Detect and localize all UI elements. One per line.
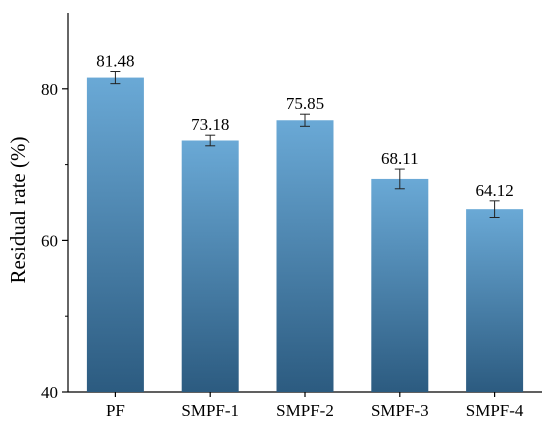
data-label: 75.85 bbox=[286, 94, 324, 113]
data-label: 64.12 bbox=[475, 181, 513, 200]
x-tick-label: SMPF-4 bbox=[466, 401, 524, 420]
y-tick-label: 60 bbox=[41, 231, 58, 250]
x-tick-label: SMPF-1 bbox=[181, 401, 239, 420]
bar bbox=[276, 120, 334, 392]
y-axis-title: Residual rate (%) bbox=[6, 137, 30, 284]
y-tick-label: 40 bbox=[41, 383, 58, 402]
x-tick-label: SMPF-3 bbox=[371, 401, 429, 420]
y-tick-label: 80 bbox=[41, 80, 58, 99]
x-tick-label: PF bbox=[106, 401, 125, 420]
data-label: 68.11 bbox=[381, 149, 419, 168]
bar bbox=[371, 178, 429, 392]
plot-area: 40 60 80 81.48 PF 73.18 SMPF-1 75.85 SMPF-2 68.11… bbox=[41, 13, 542, 420]
data-label: 73.18 bbox=[191, 115, 229, 134]
bar bbox=[466, 209, 524, 392]
bar bbox=[181, 140, 239, 392]
bar bbox=[86, 77, 144, 392]
data-label: 81.48 bbox=[96, 52, 134, 71]
x-tick-label: SMPF-2 bbox=[276, 401, 334, 420]
